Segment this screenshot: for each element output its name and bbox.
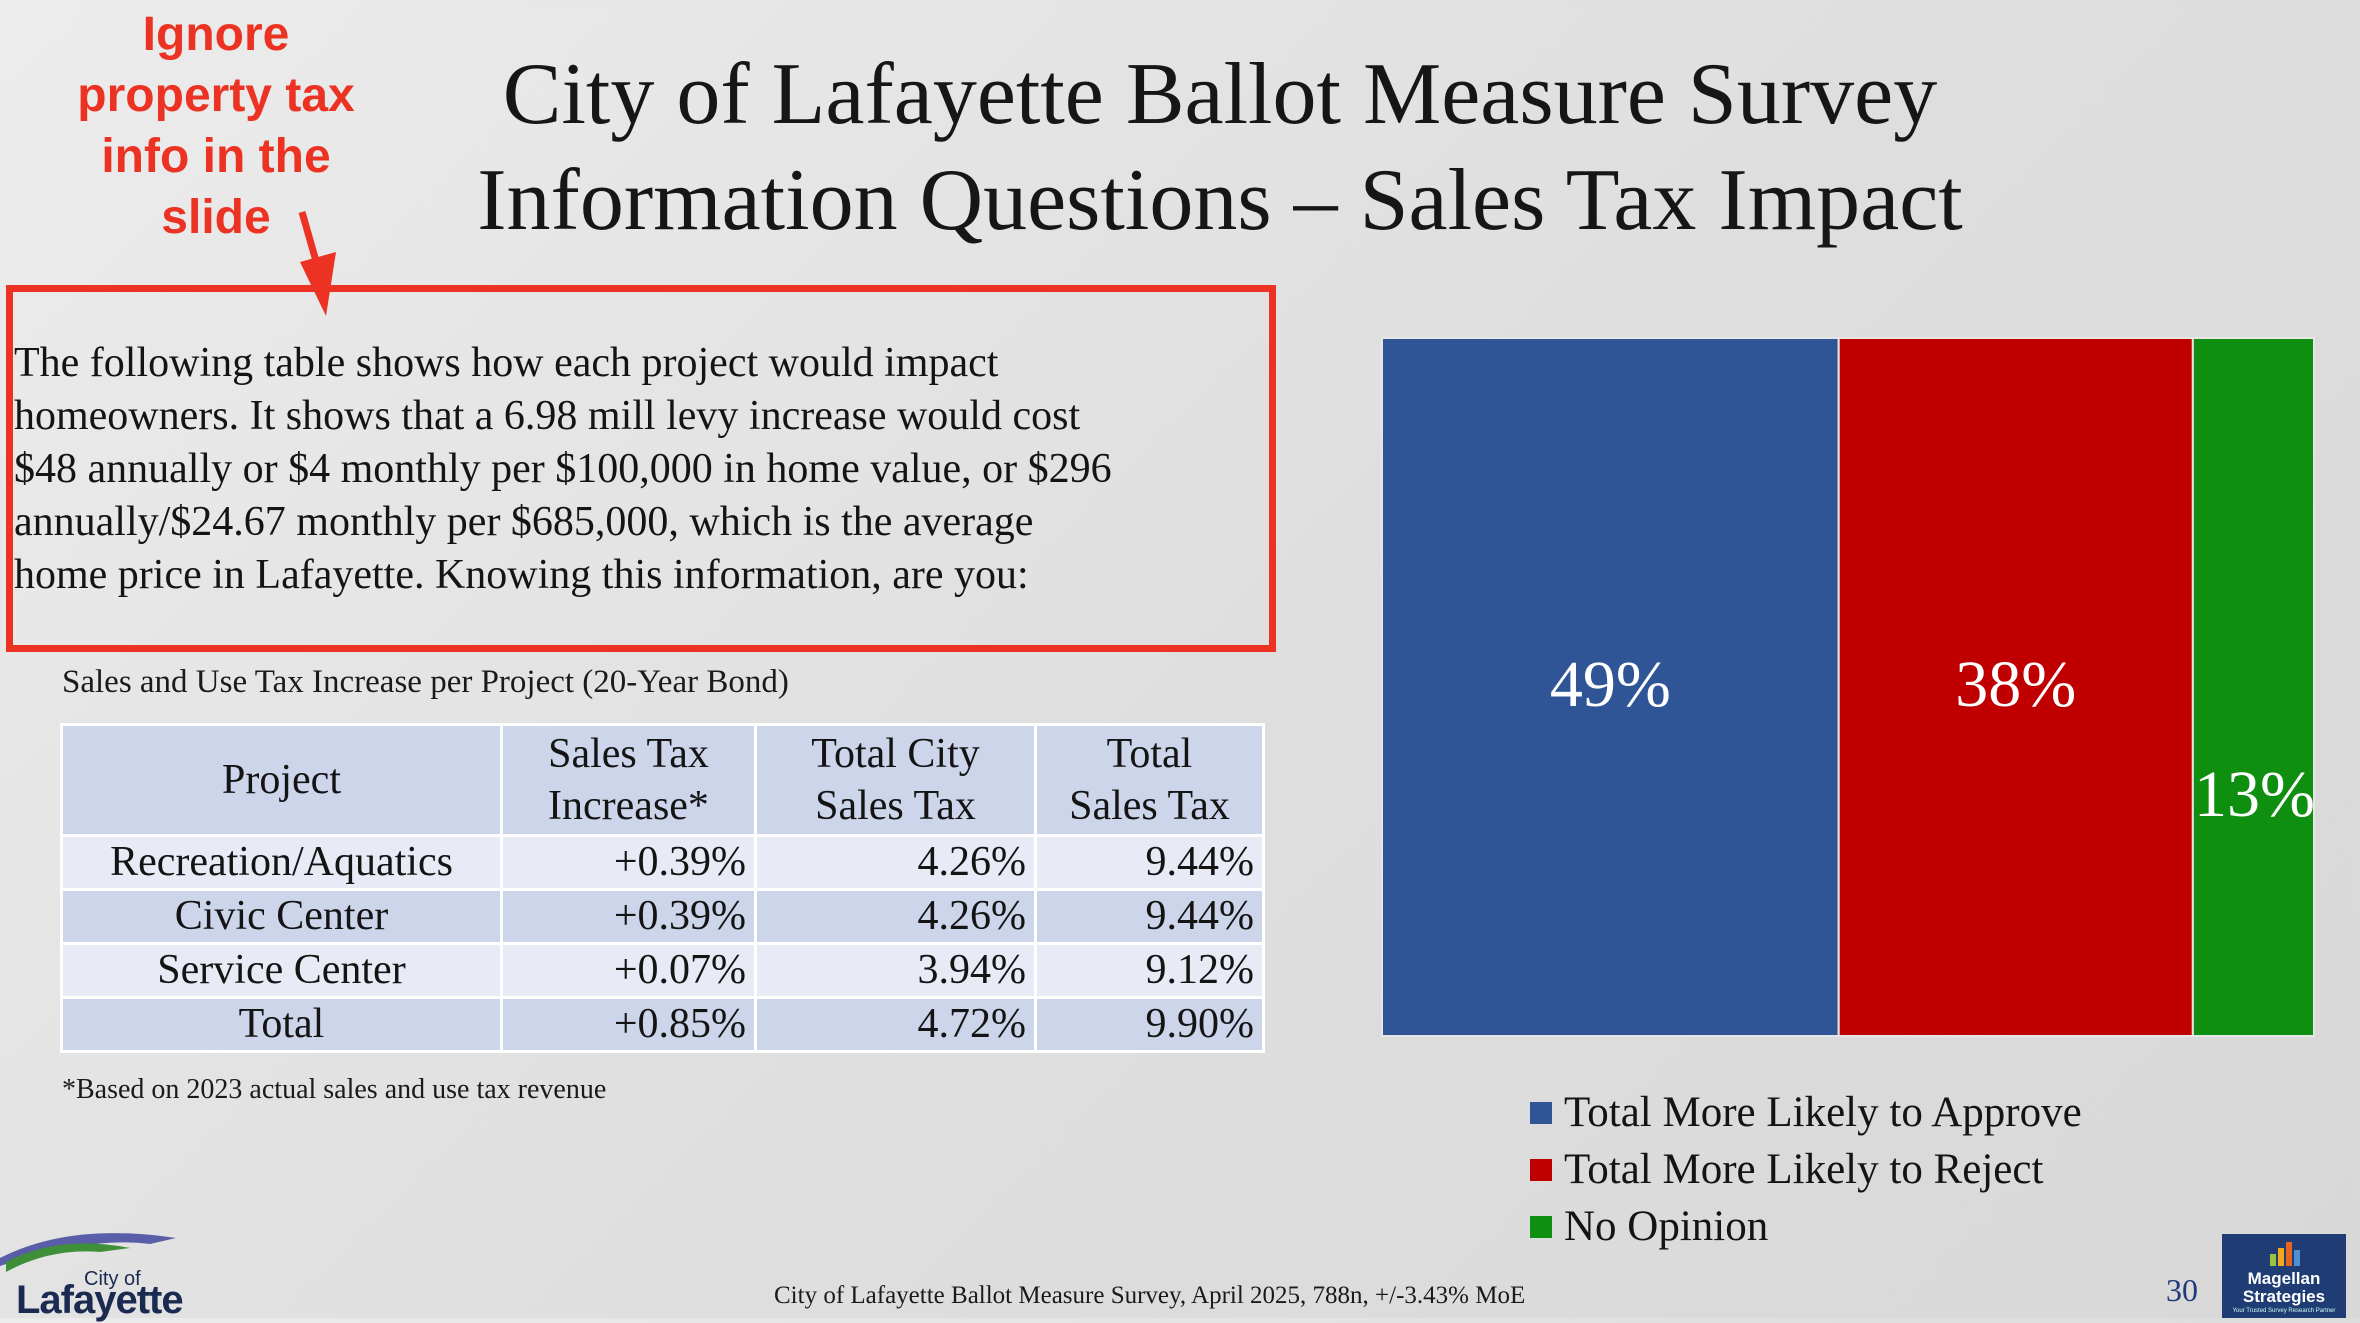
table-row: Total +0.85% 4.72% 9.90% [60, 996, 1265, 1053]
table-row: Civic Center +0.39% 4.26% 9.44% [60, 888, 1265, 945]
legend-item-approve: Total More Likely to Approve [1530, 1084, 2082, 1141]
table-cell: +0.39% [500, 834, 757, 891]
bar-chart-logo-icon [2270, 1242, 2300, 1266]
slide-title-line: City of Lafayette Ballot Measure Survey [502, 46, 1938, 143]
tax-table: Project Sales Tax Increase* Total City Sal… [60, 723, 1265, 1053]
table-row: Service Center +0.07% 3.94% 9.12% [60, 942, 1265, 999]
annotation-arrow [298, 211, 336, 316]
data-label-0: 49% [1550, 648, 1671, 721]
header-total-sales-tax: Total Sales Tax [1034, 723, 1265, 837]
legend-label: No Opinion [1564, 1203, 1769, 1250]
intro-line: homeowners. It shows that a 6.98 mill le… [14, 393, 1081, 439]
table-cell: Service Center [60, 942, 503, 999]
chart-legend: Total More Likely to Approve Total More … [1530, 1084, 2082, 1255]
table-cell: 4.26% [754, 888, 1037, 945]
logo-swoosh-icon [0, 1233, 176, 1272]
table-cell: 3.94% [754, 942, 1037, 999]
table-header-row: Project Sales Tax Increase* Total City Sal… [60, 723, 1265, 837]
slide-title: City of Lafayette Ballot Measure Survey … [340, 42, 2100, 254]
bar-segment-2 [2191, 337, 2316, 1037]
data-label-2: 13% [2194, 758, 2315, 831]
header-sales-tax-increase: Sales Tax Increase* [500, 723, 757, 837]
legend-swatch [1530, 1101, 1552, 1124]
annotation-line: property tax [77, 69, 355, 122]
table-cell: +0.85% [500, 996, 757, 1053]
annotation-line: Ignore [142, 8, 290, 61]
slide-title-line: Information Questions – Sales Tax Impact [477, 152, 1963, 249]
table-cell: 4.72% [754, 996, 1037, 1053]
city-of-lafayette-logo: City of Lafayette [0, 1226, 220, 1322]
bar-segment-0 [1381, 337, 1840, 1037]
table-cell: 9.12% [1034, 942, 1265, 999]
logo-tagline: Your Trusted Survey Research Partner [2232, 1308, 2336, 1314]
table-cell: Total [60, 996, 503, 1053]
intro-line: $48 annually or $4 monthly per $100,000 … [14, 446, 1112, 492]
annotation-note: Ignore property tax info in the slide [40, 4, 392, 248]
legend-item-no-opinion: No Opinion [1530, 1198, 2082, 1255]
table-cell: 9.44% [1034, 888, 1265, 945]
annotation-line: slide [161, 191, 271, 244]
table-cell: 9.90% [1034, 996, 1265, 1053]
intro-line: home price in Lafayette. Knowing this in… [14, 552, 1029, 598]
intro-paragraph: The following table shows how each proje… [14, 337, 1284, 602]
legend-label: Total More Likely to Reject [1564, 1146, 2044, 1193]
highlight-box [6, 285, 1276, 652]
table-footnote: *Based on 2023 actual sales and use tax … [62, 1074, 607, 1105]
logo-lafayette: Lafayette [16, 1278, 184, 1322]
logo-city-of: City of [84, 1268, 141, 1290]
stacked-bar-chart: 49% 38% 13% [1381, 337, 2316, 1037]
data-label-1: 38% [1955, 648, 2076, 721]
legend-swatch [1530, 1158, 1552, 1181]
table-cell: 4.26% [754, 834, 1037, 891]
intro-line: annually/$24.67 monthly per $685,000, wh… [14, 499, 1034, 545]
logo-name: Magellan Strategies [2242, 1269, 2326, 1306]
legend-label: Total More Likely to Approve [1564, 1089, 2082, 1136]
legend-item-reject: Total More Likely to Reject [1530, 1141, 2082, 1198]
table-cell: 9.44% [1034, 834, 1265, 891]
table-row: Recreation/Aquatics +0.39% 4.26% 9.44% [60, 834, 1265, 891]
header-total-city-sales-tax: Total City Sales Tax [754, 723, 1037, 837]
table-cell: +0.07% [500, 942, 757, 999]
intro-line: The following table shows how each proje… [14, 340, 999, 386]
table-cell: Civic Center [60, 888, 503, 945]
header-project: Project [60, 723, 503, 837]
page-number: 30 [2166, 1272, 2198, 1308]
annotation-line: info in the [101, 130, 331, 183]
legend-swatch [1530, 1215, 1552, 1238]
bar-segment-1 [1837, 337, 2194, 1037]
magellan-strategies-logo: Magellan Strategies Your Trusted Survey … [2222, 1234, 2346, 1318]
survey-source: City of Lafayette Ballot Measure Survey,… [774, 1282, 1526, 1309]
table-caption: Sales and Use Tax Increase per Project (… [62, 664, 789, 700]
table-cell: Recreation/Aquatics [60, 834, 503, 891]
table-cell: +0.39% [500, 888, 757, 945]
